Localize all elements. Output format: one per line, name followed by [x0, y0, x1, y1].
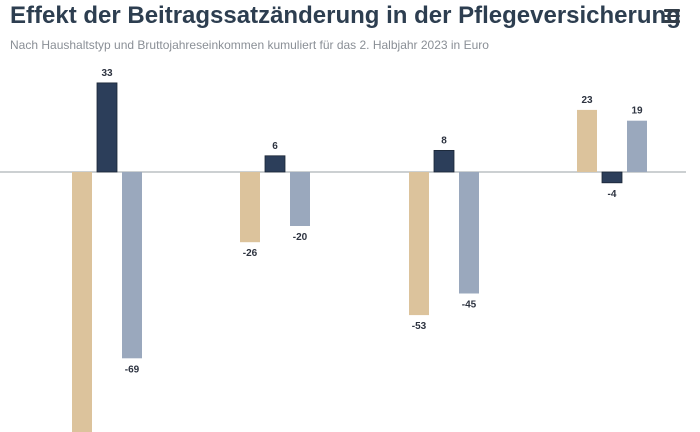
bar-series2-group1[interactable] — [96, 82, 118, 173]
bar-series2-group3[interactable] — [433, 149, 455, 173]
bar-series2-group2[interactable] — [264, 155, 286, 173]
data-label-series1-group2: -26 — [243, 248, 258, 259]
chart-title: Effekt der Beitragssatzänderung in der P… — [10, 2, 681, 29]
bar-series2-group4[interactable] — [601, 171, 623, 184]
bar-series1-group2[interactable] — [240, 172, 260, 243]
bar-series3-group1[interactable] — [122, 172, 142, 359]
data-label-series2-group1: 33 — [101, 68, 113, 79]
data-label-series3-group4: 19 — [631, 106, 643, 117]
data-label-series2-group2: 6 — [272, 141, 278, 152]
bar-series1-group4[interactable] — [577, 109, 597, 172]
bar-series3-group4[interactable] — [627, 120, 647, 172]
data-label-series3-group3: -45 — [462, 300, 477, 311]
hamburger-menu-icon[interactable] — [664, 9, 680, 23]
bar-series1-group1[interactable] — [72, 172, 92, 432]
bar-series1-group3[interactable] — [409, 172, 429, 316]
data-label-series2-group4: -4 — [608, 189, 617, 200]
bar-series3-group3[interactable] — [459, 172, 479, 294]
data-label-series1-group3: -53 — [412, 321, 427, 332]
data-label-series2-group3: 8 — [441, 135, 447, 146]
chart-subtitle: Nach Haushaltstyp und Bruttojahreseinkom… — [10, 38, 489, 52]
data-label-series3-group1: -69 — [125, 364, 140, 375]
data-label-series1-group4: 23 — [581, 95, 593, 106]
data-label-series3-group2: -20 — [293, 232, 308, 243]
bar-series3-group2[interactable] — [290, 172, 310, 226]
